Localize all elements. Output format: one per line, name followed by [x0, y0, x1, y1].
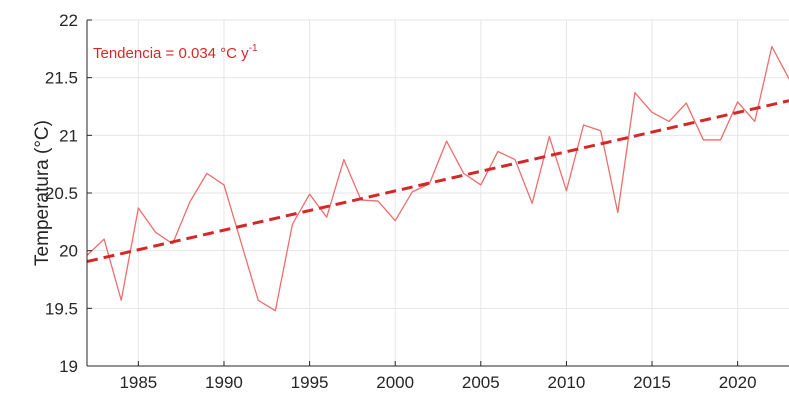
- y-tick-label-0: 19: [59, 357, 78, 376]
- x-tick-label-4: 2005: [462, 373, 500, 392]
- x-tick-label-6: 2015: [633, 373, 671, 392]
- x-tick-label-1: 1990: [205, 373, 243, 392]
- x-tick-label-7: 2020: [719, 373, 757, 392]
- trend-line: [87, 99, 789, 263]
- y-tick-label-2: 20: [59, 242, 78, 261]
- trend-annotation-superscript: -1: [249, 43, 258, 54]
- y-axis-label: Temperatura (°C): [32, 120, 53, 266]
- y-tick-label-4: 21: [59, 126, 78, 145]
- trend-annotation-text: Tendencia = 0.034 °C y: [93, 45, 249, 62]
- y-tick-label-6: 22: [59, 11, 78, 30]
- y-tick-label-3: 20.5: [45, 184, 78, 203]
- axes: [86, 19, 789, 367]
- series-line-0: [87, 45, 789, 312]
- x-tick-label-2: 1995: [291, 373, 329, 392]
- plot-area: [87, 45, 789, 312]
- x-tick-label-3: 2000: [376, 373, 414, 392]
- trend-annotation: Tendencia = 0.034 °C y-1: [93, 43, 258, 62]
- y-tick-label-5: 21.5: [45, 69, 78, 88]
- tick-labels: 1985 1990 1995 2000 2005 2010 2015 2020 19 19.5 20…: [45, 11, 757, 392]
- y-tick-label-1: 19.5: [45, 299, 78, 318]
- x-tick-label-0: 1985: [119, 373, 157, 392]
- x-tick-label-5: 2010: [548, 373, 586, 392]
